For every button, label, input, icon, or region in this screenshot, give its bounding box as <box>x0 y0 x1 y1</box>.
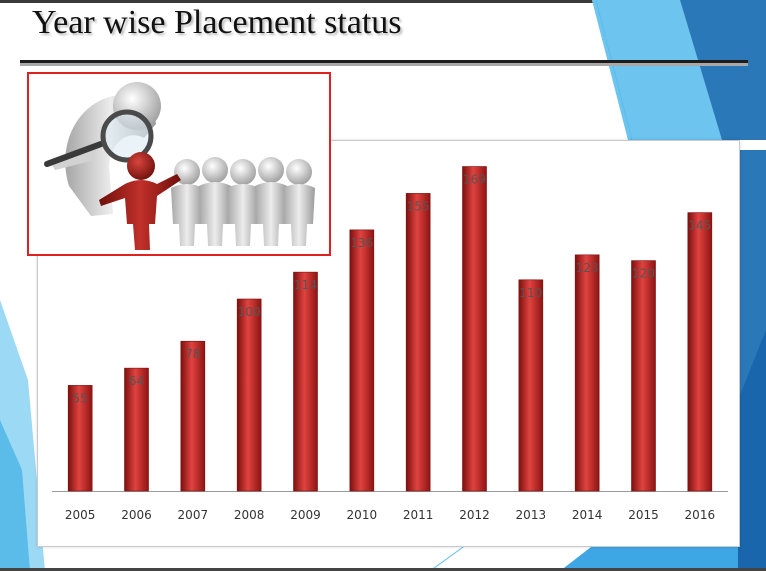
bar-2016 <box>687 212 713 492</box>
illustration-frame <box>27 72 331 256</box>
bar-2005 <box>67 385 93 492</box>
x-tick-2010: 2010 <box>347 508 378 522</box>
data-label-2015: 120 <box>632 267 655 281</box>
x-tick-2016: 2016 <box>685 508 716 522</box>
slide-title: Year wise Placement status <box>32 4 402 41</box>
x-tick-2008: 2008 <box>234 508 265 522</box>
data-label-2010: 136 <box>350 236 373 250</box>
bar-2006 <box>124 367 149 492</box>
title-divider <box>20 60 748 63</box>
data-label-2009: 114 <box>294 278 317 292</box>
x-tick-2014: 2014 <box>572 508 603 522</box>
bar-2010 <box>349 229 375 492</box>
x-tick-2011: 2011 <box>403 508 434 522</box>
data-label-2006: 64 <box>129 374 144 388</box>
bar-2015 <box>631 260 656 492</box>
bar-2014 <box>574 254 600 492</box>
bar-chart: 55 2005 64 2006 78 2007 100 2008 114 2009 136 2010 1… <box>52 166 728 522</box>
data-label-2008: 100 <box>238 305 261 319</box>
bar-2013 <box>518 279 544 492</box>
bottom-border <box>0 568 766 571</box>
bar-2008 <box>236 298 262 492</box>
x-tick-2007: 2007 <box>178 508 209 522</box>
data-label-2013: 110 <box>519 286 542 300</box>
data-label-2007: 78 <box>185 347 200 361</box>
x-tick-2005: 2005 <box>65 508 96 522</box>
data-label-2016: 145 <box>688 219 711 233</box>
data-label-2005: 55 <box>73 391 88 405</box>
chart-frame: 55 2005 64 2006 78 2007 100 2008 114 2009 136 2010 1… <box>37 140 740 547</box>
x-tick-2013: 2013 <box>516 508 547 522</box>
bar-2007 <box>180 340 206 492</box>
x-tick-2012: 2012 <box>459 508 490 522</box>
data-label-2011: 155 <box>407 199 430 213</box>
title-divider-shadow <box>20 63 748 66</box>
x-tick-2006: 2006 <box>121 508 152 522</box>
top-border <box>0 0 766 3</box>
magnifier-team-illustration <box>44 82 315 250</box>
data-label-2012: 169 <box>463 173 486 187</box>
x-tick-2015: 2015 <box>628 508 659 522</box>
data-label-2014: 123 <box>576 261 599 275</box>
x-tick-2009: 2009 <box>290 508 321 522</box>
bar-2011 <box>405 193 431 492</box>
bar-2012 <box>462 166 487 492</box>
bar-2009 <box>293 271 318 492</box>
